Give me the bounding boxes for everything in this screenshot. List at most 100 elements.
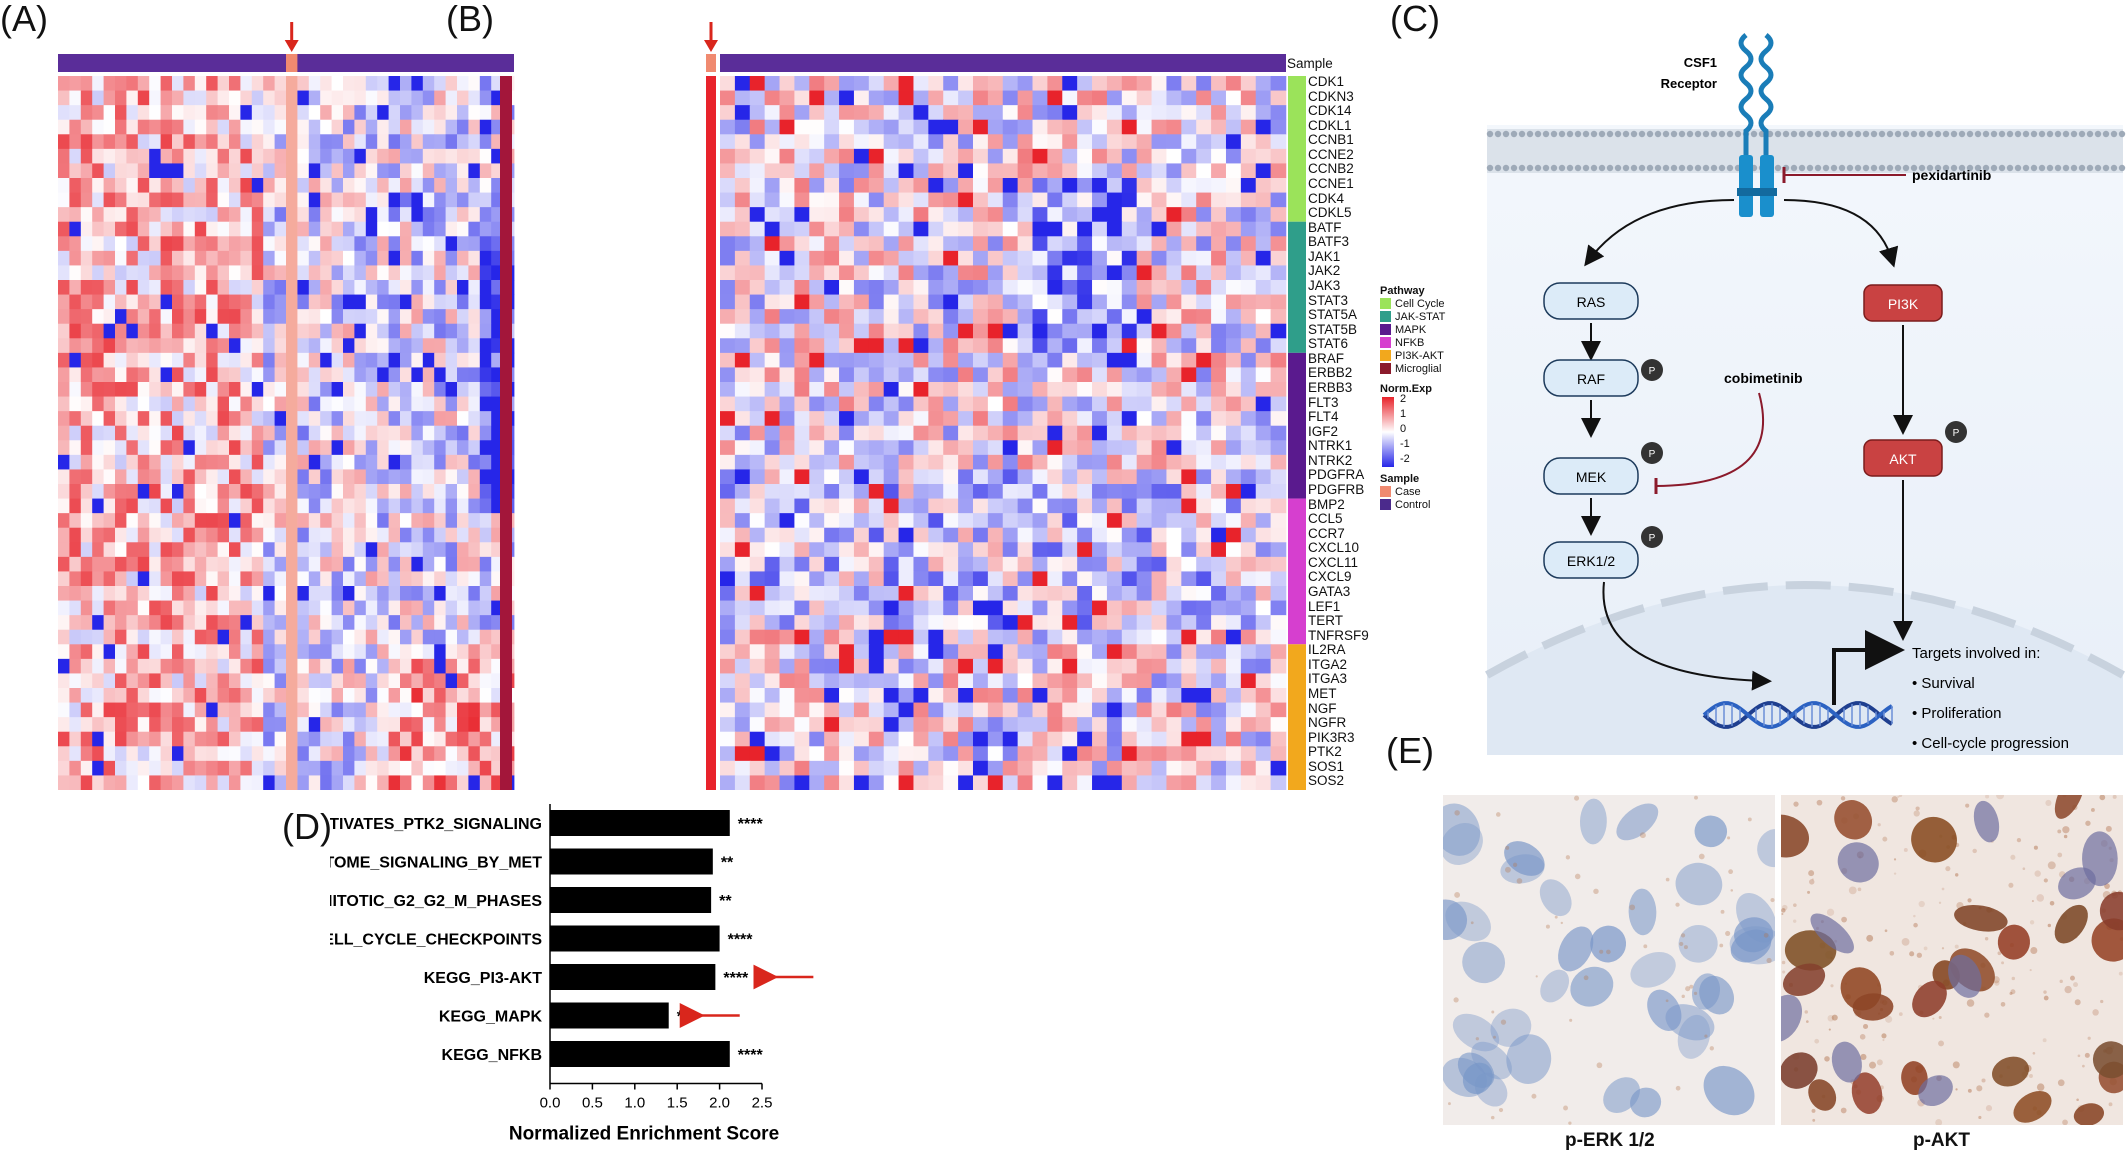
heatmap-cell [943,338,959,354]
heatmap-cell [1240,527,1257,543]
heatmap-cell [377,221,389,237]
heatmap-cell [491,688,503,703]
heatmap-cell [422,673,435,689]
heatmap-cell [434,309,446,325]
heatmap-cell [1166,352,1183,368]
heatmap-cell [779,309,796,325]
heatmap-cell [749,163,766,179]
heatmap-cell [987,207,1004,223]
heatmap-cell [457,615,469,631]
heatmap-cell [1002,221,1019,237]
heatmap-cell [868,484,885,499]
heatmap-cell [365,236,378,252]
heatmap-cell [1032,440,1049,456]
heatmap-cell [1077,615,1093,631]
heatmap-cell [1077,221,1093,237]
heatmap-cell [987,542,1004,558]
heatmap-cell [491,236,503,252]
heatmap-cell [263,454,275,470]
heatmap-cell [206,760,218,776]
heatmap-cell [1062,469,1078,485]
heatmap-cell [263,265,275,281]
heatmap-cell [251,367,264,383]
heatmap-cell [1121,367,1138,383]
heatmap-cell [229,746,241,762]
heatmap-cell [354,600,367,616]
heatmap-cell [229,498,241,514]
heatmap-cell [183,367,196,383]
heatmap-cell [297,469,310,485]
svg-text:ERK1/2: ERK1/2 [1567,553,1615,569]
heatmap-cell [1062,498,1078,514]
heatmap-cell [126,294,139,310]
heatmap-cell [58,280,70,295]
heatmap-cell [809,673,825,689]
heatmap-cell [1225,178,1242,193]
heatmap-cell [853,148,870,164]
heatmap-cell [1181,148,1197,164]
heatmap-cell [1240,163,1257,179]
heatmap-cell [411,600,424,616]
heatmap-cell [1240,542,1257,558]
heatmap-cell [987,250,1004,266]
heatmap-cell [928,571,945,587]
heatmap-cell [809,309,825,325]
heatmap-cell [1240,221,1257,237]
heatmap-cell [928,192,945,208]
heatmap-cell [331,382,344,397]
heatmap-cell [928,454,945,470]
heatmap-cell [1181,207,1197,223]
heatmap-cell [1151,352,1168,368]
heatmap-cell [217,178,230,193]
target-proliferation: • Proliferation [1912,705,2001,722]
heatmap-cell [1166,178,1183,193]
heatmap-cell [1077,556,1093,572]
heatmap-cell [928,178,945,193]
heatmap-cell [1047,688,1064,703]
heatmap-cell [1002,542,1019,558]
heatmap-cell [720,484,736,499]
heatmap-cell [92,76,104,91]
heatmap-cell [1002,629,1019,645]
heatmap-cell [183,338,196,354]
heatmap-cell [1092,629,1108,645]
heatmap-cell [943,717,959,733]
heatmap-cell [958,250,974,266]
heatmap-cell [331,673,344,689]
heatmap-cell [479,717,492,733]
heatmap-cell [972,178,989,193]
heatmap-cell [377,250,389,266]
heatmap-cell [958,688,974,703]
heatmap-cell [734,148,751,164]
heatmap-cell [853,411,870,427]
heatmap-cell [400,105,412,121]
heatmap-cell [308,702,321,718]
heatmap-cell [240,382,253,397]
heatmap-cell [972,280,989,295]
heatmap-cell [839,425,855,441]
heatmap-cell [868,192,885,208]
heatmap-cell [1062,76,1078,91]
heatmap-cell [928,600,945,616]
cobimetinib-inhibit-line [1655,392,1765,487]
heatmap-cell [457,556,469,572]
dna-helix-icon [1702,701,1894,729]
heatmap-cell [898,323,915,339]
heatmap-cell [734,673,751,689]
heatmap-cell [58,221,70,237]
heatmap-cell [80,425,93,441]
heatmap-cell [183,644,196,660]
heatmap-cell [928,119,945,135]
heatmap-cell [1121,382,1138,397]
heatmap-cell [1211,352,1227,368]
heatmap-cell [274,498,287,514]
heatmap-cell [1032,250,1049,266]
heatmap-cell [883,571,900,587]
heatmap-cell [824,658,840,674]
heatmap-cell [229,396,241,412]
heatmap-cell [1270,90,1287,106]
gene-label: LEF1 [1308,598,1341,614]
heatmap-cell [206,396,218,412]
heatmap-cell [1240,294,1257,310]
heatmap-cell [137,76,150,91]
